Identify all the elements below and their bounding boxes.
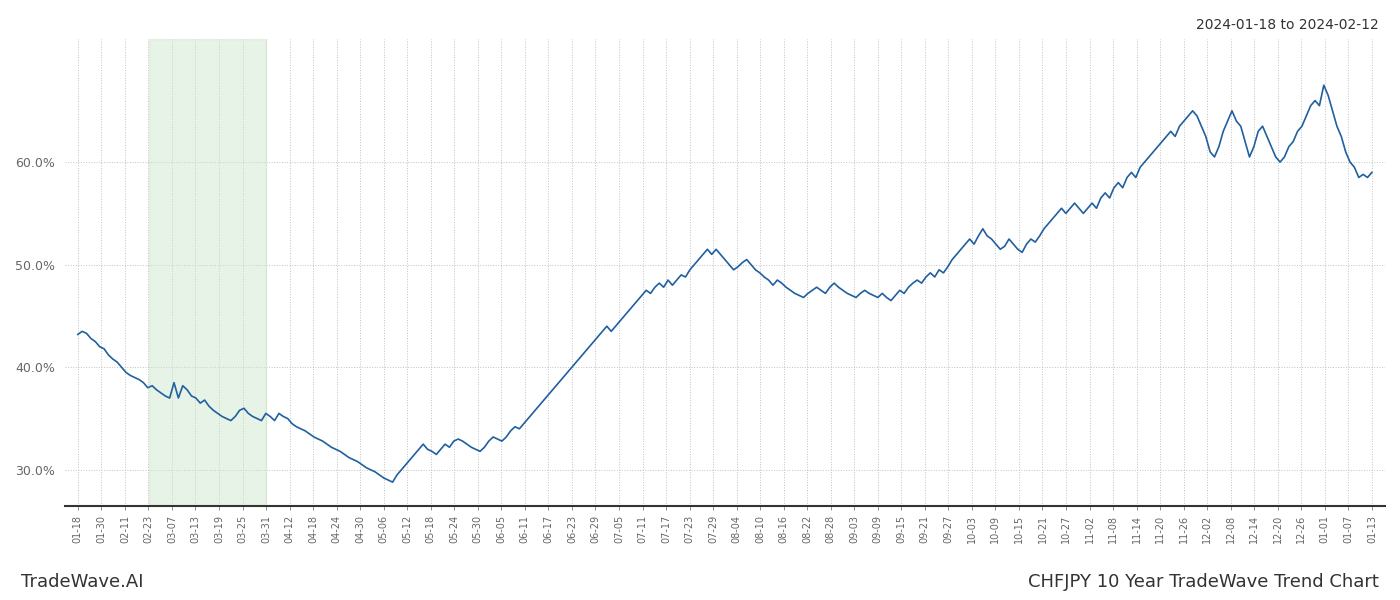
Bar [150,39,266,506]
Text: CHFJPY 10 Year TradeWave Trend Chart: CHFJPY 10 Year TradeWave Trend Chart [1028,573,1379,591]
Text: 2024-01-18 to 2024-02-12: 2024-01-18 to 2024-02-12 [1196,18,1379,32]
Text: TradeWave.AI: TradeWave.AI [21,573,143,591]
